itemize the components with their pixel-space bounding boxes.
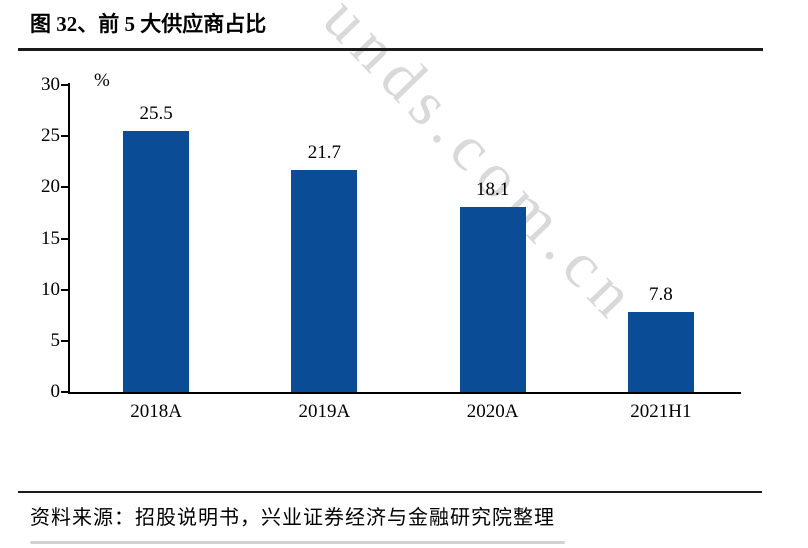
y-tick-mark (61, 237, 68, 240)
y-tick-label: 0 (50, 381, 61, 402)
bar (291, 169, 358, 392)
bar (627, 312, 694, 392)
footer-divider (18, 491, 762, 493)
x-tick-label: 2019A (298, 401, 351, 422)
y-tick-label: 10 (41, 278, 60, 300)
y-tick-label: 20 (41, 176, 60, 198)
x-tick-label: 2020A (466, 401, 519, 422)
y-tick-mark (61, 186, 68, 189)
x-tick-label: 2018A (130, 401, 182, 422)
y-tick-label: 15 (41, 227, 60, 249)
bar-value-label: 25.5 (139, 103, 173, 125)
bar-value-label: 18.1 (476, 178, 510, 200)
y-tick-mark (61, 391, 68, 393)
y-tick-mark (61, 339, 68, 342)
y-tick-label: 30 (41, 74, 60, 95)
figure-title: 图 32、前 5 大供应商占比 (30, 12, 267, 36)
bar (123, 131, 190, 392)
bar-chart: % 0 5 10 15 20 25 30 25.5 2018A 21.7 2019A 18.1 2020… (41, 70, 741, 422)
y-tick-label: 25 (41, 125, 60, 147)
x-axis-line (68, 392, 741, 394)
bar-value-label: 21.7 (307, 141, 341, 163)
y-tick-label: 5 (50, 329, 61, 351)
y-tick-mark (61, 288, 68, 291)
bar-value-label: 7.8 (649, 284, 673, 306)
source-text: 资料来源：招股说明书，兴业证券经济与金融研究院整理 (30, 507, 555, 529)
y-axis-line (68, 83, 70, 393)
cutoff-text-remnant (30, 541, 565, 544)
bar (459, 206, 526, 392)
y-tick-mark (61, 84, 68, 86)
title-divider (18, 48, 763, 51)
x-tick-label: 2021H1 (630, 401, 692, 422)
y-tick-mark (61, 135, 68, 138)
y-axis-unit-label: % (94, 70, 110, 91)
